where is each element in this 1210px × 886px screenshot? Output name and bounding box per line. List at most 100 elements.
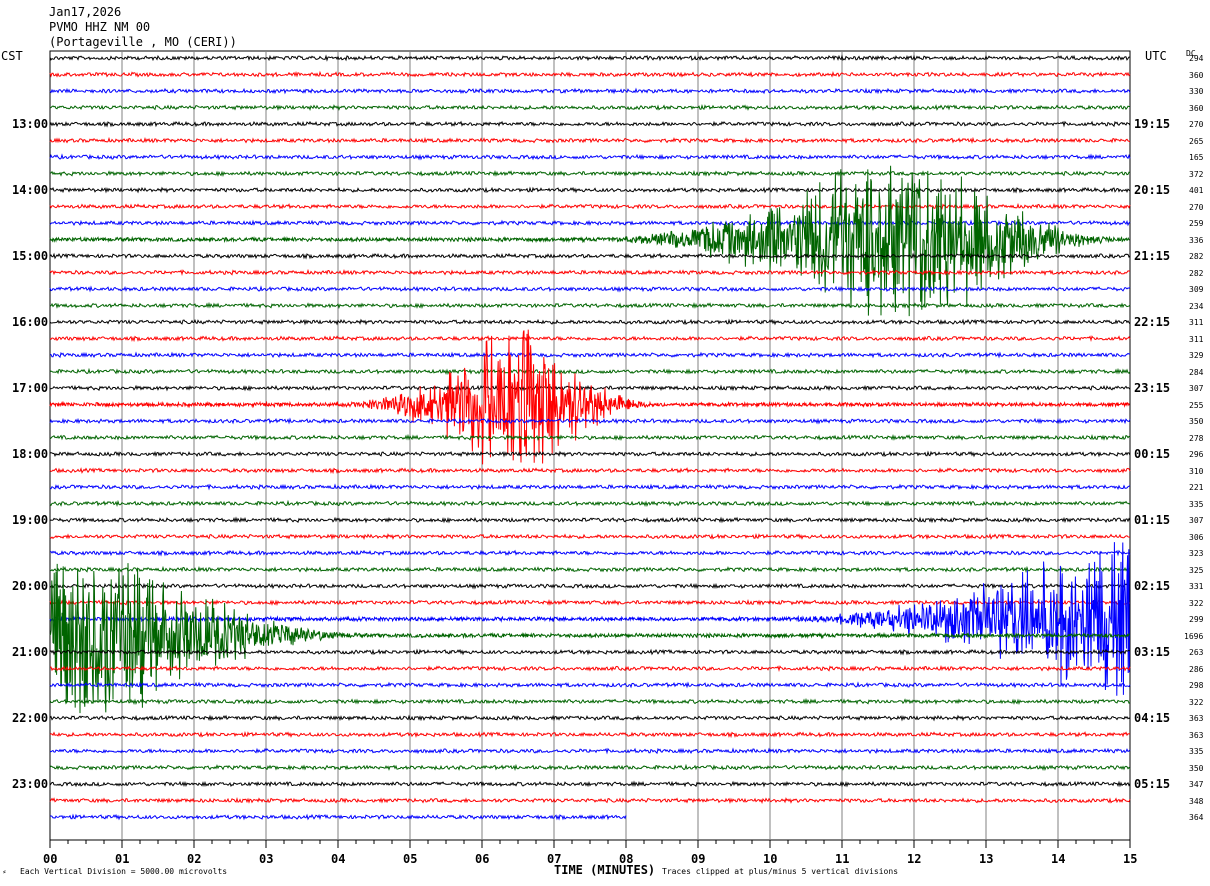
dc-offset-value: 323 [1189, 549, 1204, 558]
dc-offset-value: 335 [1189, 747, 1204, 756]
trace-line [49, 153, 1131, 161]
x-tick-label: 08 [619, 852, 634, 866]
trace-line [49, 87, 1131, 95]
trace-line [49, 450, 1131, 458]
dc-offset-value: 330 [1189, 87, 1204, 96]
x-axis-title: TIME (MINUTES) [554, 863, 656, 877]
dc-offset-value: 306 [1189, 532, 1204, 542]
dc-offset-value: 350 [1189, 417, 1204, 426]
dc-offset-value: 270 [1189, 120, 1204, 129]
trace-line [49, 563, 1130, 714]
dc-offset-value: 360 [1189, 70, 1204, 80]
left-hour-label: 13:00 [12, 117, 49, 131]
trace-line [49, 252, 1131, 260]
left-hour-label: 18:00 [12, 447, 49, 461]
trace-line [49, 483, 1131, 491]
dc-offset-value: 234 [1189, 301, 1204, 311]
dc-offset-value: 298 [1189, 681, 1204, 690]
x-tick-label: 06 [475, 852, 490, 866]
trace-line [49, 70, 1131, 79]
dc-offset-value: 322 [1189, 697, 1204, 707]
dc-offset-value: 286 [1189, 664, 1204, 674]
dc-offset-value: 348 [1189, 796, 1204, 806]
x-tick-label: 04 [331, 852, 346, 866]
trace-line [49, 335, 1131, 343]
left-hour-label: 17:00 [12, 381, 49, 395]
trace-line [49, 268, 1131, 276]
right-hour-label: 00:15 [1134, 447, 1171, 461]
x-tick-label: 13 [979, 852, 994, 866]
trace-line [49, 763, 1131, 771]
left-timezone-label: CST [1, 49, 23, 63]
x-tick-label: 14 [1051, 852, 1066, 866]
x-tick-label: 12 [907, 852, 922, 866]
x-tick-label: 09 [691, 852, 706, 866]
x-tick-label: 01 [115, 852, 130, 866]
dc-offset-value: 311 [1189, 334, 1204, 344]
trace-line [49, 516, 1131, 524]
left-hour-label: 16:00 [12, 315, 49, 329]
trace-line [49, 285, 1131, 293]
trace-line [49, 780, 1131, 788]
right-hour-label: 05:15 [1134, 777, 1171, 791]
dc-offset-value: 294 [1189, 54, 1204, 63]
dc-offset-value: 329 [1189, 351, 1204, 360]
left-hour-label: 21:00 [12, 645, 49, 659]
scale-note: Each Vertical Division = 5000.00 microvo… [20, 867, 228, 876]
x-tick-label: 03 [259, 852, 274, 866]
dc-offset-value: 363 [1189, 730, 1204, 740]
dc-offset-value: 372 [1189, 169, 1204, 179]
dc-offset-value: 299 [1189, 615, 1204, 624]
trace-line [49, 648, 1131, 656]
dc-offset-value: 282 [1189, 252, 1204, 261]
dc-offset-value: 282 [1189, 268, 1204, 278]
trace-line [49, 54, 1131, 62]
left-hour-label: 14:00 [12, 183, 49, 197]
trace-line [49, 301, 1131, 310]
trace-line [49, 367, 1131, 375]
dc-offset-value: 1696 [1184, 631, 1204, 641]
header-location: (Portageville , MO (CERI)) [49, 35, 237, 49]
dc-offset-value: 270 [1189, 202, 1204, 212]
header-station: PVMO HHZ NM 00 [49, 20, 151, 34]
left-hour-label: 15:00 [12, 249, 49, 263]
dc-offset-value: 307 [1189, 384, 1204, 393]
dc-label: DC [1186, 49, 1196, 58]
left-hour-label: 19:00 [12, 513, 49, 527]
x-tick-label: 11 [835, 852, 850, 866]
trace-line [49, 582, 1131, 590]
trace-line [50, 565, 1131, 573]
dc-offset-value: 331 [1189, 582, 1204, 591]
x-tick-label: 05 [403, 852, 418, 866]
right-hour-label: 23:15 [1134, 381, 1171, 395]
dc-offset-value: 325 [1189, 565, 1204, 575]
dc-offset-value: 363 [1189, 714, 1204, 723]
dc-offset-value: 350 [1189, 763, 1204, 773]
right-hour-label: 02:15 [1134, 579, 1171, 593]
corner-mark: ⸗ [2, 867, 7, 876]
trace-line [49, 202, 1131, 210]
dc-offset-value: 284 [1189, 367, 1204, 377]
dc-offset-value: 255 [1189, 400, 1204, 410]
trace-line [49, 533, 1131, 541]
right-hour-label: 04:15 [1134, 711, 1171, 725]
dc-offset-value: 221 [1189, 483, 1204, 492]
trace-line [49, 664, 1131, 672]
right-hour-label: 01:15 [1134, 513, 1171, 527]
left-hour-label: 22:00 [12, 711, 49, 725]
trace-line [49, 136, 1131, 144]
trace-line [49, 120, 1131, 128]
trace-line [49, 219, 1131, 227]
trace-line [49, 351, 1131, 359]
clip-note: Traces clipped at plus/minus 5 vertical … [662, 867, 899, 876]
right-hour-label: 21:15 [1134, 249, 1171, 263]
dc-offset-value: 307 [1189, 516, 1204, 525]
header-date: Jan17,2026 [49, 5, 122, 19]
trace-line [49, 499, 1131, 507]
right-hour-label: 19:15 [1134, 117, 1171, 131]
trace-line [49, 186, 1131, 194]
trace-line [49, 714, 1131, 722]
dc-offset-value: 311 [1189, 318, 1204, 327]
dc-offset-value: 336 [1189, 235, 1204, 245]
trace-line [49, 104, 1130, 112]
